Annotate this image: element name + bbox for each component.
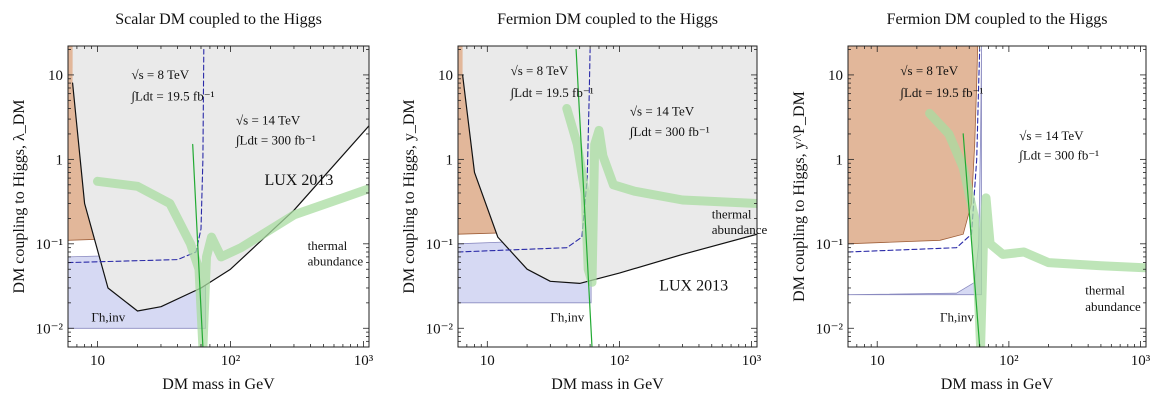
series-s-14-tev [68,48,205,264]
x-tick-label: 10² [221,353,241,369]
x-tick-label: 10³ [354,353,374,369]
y-tick-label: 10⁻² [816,321,844,337]
annotation: Γh,inv [940,310,974,325]
y-axis-label: DM coupling to Higgs, y_DM [401,99,418,293]
y-tick-label: 1 [836,152,844,168]
region-lhc-8tev [848,46,979,245]
annotation: LUX 2013 [659,278,728,295]
x-tick-label: 10² [999,353,1019,369]
y-tick-label: 10⁻² [426,321,454,337]
annotation: √s = 8 TeV [511,63,569,78]
annotation: ∫Ldt = 300 fb⁻¹ [235,132,316,148]
x-tick-label: 10³ [742,353,762,369]
annotation: abundance [1085,299,1141,314]
annotation: √s = 14 TeV [630,104,695,119]
x-tick-label: 10 [90,353,105,369]
y-tick-label: 1 [56,152,64,168]
x-axis-label: DM mass in GeV [941,376,1054,393]
annotation: √s = 8 TeV [131,67,189,82]
y-tick-label: 10⁻² [36,321,64,337]
chart-panel-2: 10 10² 10³ 10⁻² 10⁻¹ 1 10 Fermion DM coupled to… [401,11,768,393]
plot-area [848,46,1146,347]
annotation: abundance [308,254,364,269]
annotation: LUX 2013 [264,172,333,189]
annotation: ∫Ldt = 300 fb⁻¹ [1018,147,1099,163]
series-h-inv [192,143,204,347]
series-h-inv [575,48,593,347]
y-tick-label: 10⁻¹ [36,237,63,253]
series-h-inv [962,133,981,347]
plot-frame [457,45,758,348]
annotation: abundance [712,222,768,237]
y-axis-label: DM coupling to Higgs, λ_DM [11,100,28,294]
x-axis-label: DM mass in GeV [551,376,664,393]
annotation: thermal [712,206,752,221]
annotation: Γh,inv [91,310,125,325]
y-tick-label: 10⁻¹ [426,237,453,253]
y-axis-label: DM coupling to Higgs, y^P_DM [791,91,808,302]
x-tick-label: 10² [610,353,630,369]
y-tick-label: 10 [438,68,453,84]
series-thermal-abundance [93,176,369,347]
chart-title: Fermion DM coupled to the Higgs [887,11,1108,28]
plot-area [458,46,757,347]
plot-frame [67,45,370,348]
annotation: ∫Ldt = 19.5 fb⁻¹ [510,85,594,101]
annotation: √s = 14 TeV [236,112,301,127]
annotation: √s = 14 TeV [1019,128,1084,143]
annotation: ∫Ldt = 19.5 fb⁻¹ [899,85,983,101]
x-tick-label: 10 [870,353,885,369]
chart-panel-3: 10 10² 10³ 10⁻² 10⁻¹ 1 10 Fermion DM coupled to… [791,11,1151,393]
y-tick-label: 10 [48,68,63,84]
annotation: √s = 8 TeV [900,63,958,78]
annotation: Γh,inv [550,310,584,325]
x-axis-label: DM mass in GeV [162,376,275,393]
x-tick-label: 10³ [1131,353,1151,369]
annotation: ∫Ldt = 19.5 fb⁻¹ [130,88,214,104]
annotation: ∫Ldt = 300 fb⁻¹ [629,124,710,140]
y-tick-label: 1 [446,152,454,168]
plot-frame [847,45,1147,348]
series-thermal-abundance [925,108,1146,347]
chart-title: Scalar DM coupled to the Higgs [115,11,322,28]
series-lux-2013 [462,74,757,284]
y-tick-label: 10 [828,68,843,84]
chart-title: Fermion DM coupled to the Higgs [497,11,718,28]
annotation: thermal [1085,283,1125,298]
y-tick-label: 10⁻¹ [816,237,843,253]
series-s-14-tev [848,48,981,253]
chart-panel-1: 10 10² 10³ 10⁻² 10⁻¹ 1 10 Scalar DM coupled to … [11,11,374,393]
plot-area [68,46,369,347]
x-tick-label: 10 [480,353,495,369]
annotation: thermal [308,238,348,253]
region-lux-2013-excluded [72,46,369,311]
